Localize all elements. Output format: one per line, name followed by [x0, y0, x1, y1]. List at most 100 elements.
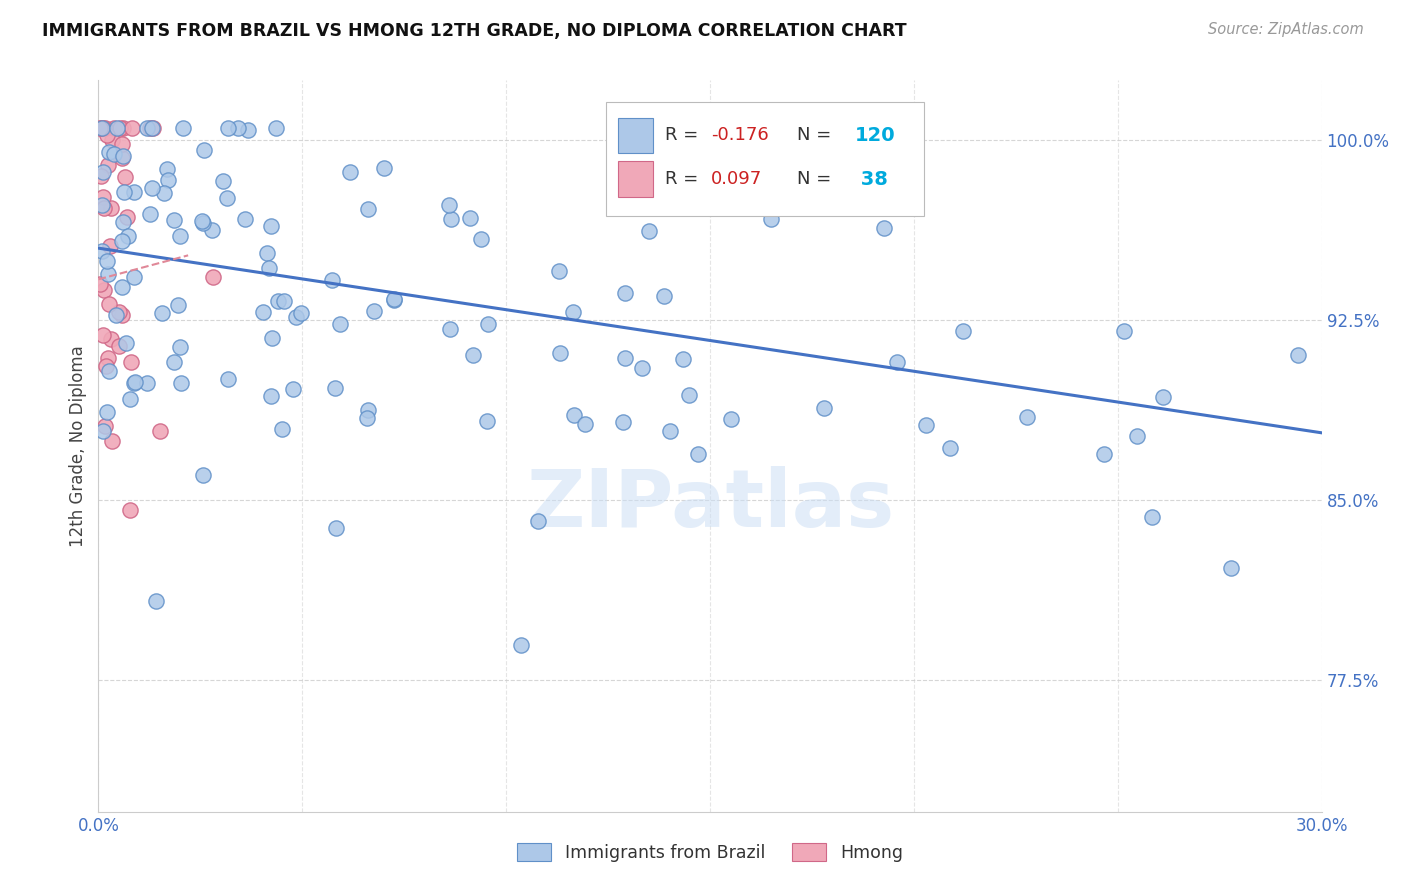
Point	[574, 417, 596, 431]
Point	[463, 348, 485, 362]
Point	[152, 306, 174, 320]
Point	[117, 228, 139, 243]
Point	[108, 305, 131, 319]
Point	[141, 181, 163, 195]
Point	[97, 267, 120, 281]
Point	[273, 294, 295, 309]
Point	[260, 389, 283, 403]
Point	[191, 468, 214, 483]
Point	[96, 405, 118, 419]
Point	[938, 441, 960, 455]
Point	[91, 121, 114, 136]
Point	[101, 434, 124, 448]
Point	[124, 376, 146, 390]
Point	[325, 521, 347, 535]
Point	[233, 212, 256, 227]
Point	[672, 352, 695, 367]
Point	[510, 638, 533, 652]
Point	[97, 351, 120, 365]
Point	[363, 303, 385, 318]
Point	[813, 401, 835, 415]
Point	[228, 121, 250, 136]
Point	[110, 121, 132, 136]
Point	[111, 279, 134, 293]
Point	[142, 121, 165, 136]
Point	[169, 340, 191, 354]
Point	[564, 408, 586, 422]
Point	[90, 121, 112, 136]
Point	[759, 212, 782, 227]
Point	[262, 331, 284, 345]
Point	[440, 211, 463, 226]
Point	[217, 121, 239, 136]
Point	[384, 292, 406, 306]
Point	[93, 201, 115, 215]
Point	[323, 381, 346, 395]
Point	[1094, 447, 1116, 461]
Point	[111, 215, 134, 229]
Point	[548, 345, 571, 359]
Bar	[619, 161, 652, 196]
Point	[281, 382, 304, 396]
Point	[111, 234, 134, 248]
Point	[952, 325, 974, 339]
Point	[100, 332, 122, 346]
Point	[111, 136, 134, 151]
Point	[97, 297, 120, 311]
Point	[1220, 561, 1243, 575]
Point	[1286, 347, 1309, 361]
Point	[100, 201, 122, 215]
Point	[236, 123, 259, 137]
Point	[111, 151, 134, 165]
Point	[191, 216, 214, 230]
Point	[659, 424, 682, 438]
Point	[686, 447, 709, 461]
Point	[111, 149, 134, 163]
Point	[256, 246, 278, 260]
FancyBboxPatch shape	[606, 103, 924, 216]
Point	[339, 165, 361, 179]
Point	[193, 143, 215, 157]
Text: R =: R =	[665, 126, 704, 145]
Point	[873, 221, 896, 235]
Text: R =: R =	[665, 170, 704, 188]
Point	[105, 121, 128, 136]
Point	[93, 419, 115, 434]
Point	[284, 310, 307, 324]
Point	[103, 121, 125, 136]
Point	[612, 415, 634, 429]
Point	[439, 322, 461, 336]
Point	[91, 165, 114, 179]
Point	[212, 174, 235, 188]
Point	[91, 424, 114, 438]
Legend: Immigrants from Brazil, Hmong: Immigrants from Brazil, Hmong	[510, 836, 910, 869]
Point	[141, 121, 163, 136]
Point	[356, 411, 378, 425]
Point	[108, 339, 131, 353]
Point	[527, 514, 550, 528]
Point	[1126, 429, 1149, 443]
Point	[652, 289, 675, 303]
Point	[111, 308, 134, 322]
Point	[122, 270, 145, 285]
Point	[114, 336, 136, 351]
Point	[156, 172, 179, 186]
Point	[217, 372, 239, 386]
Point	[91, 121, 114, 136]
Point	[145, 594, 167, 608]
Point	[138, 207, 160, 221]
Point	[118, 392, 141, 406]
Point	[172, 121, 194, 136]
Point	[91, 198, 114, 212]
Point	[1015, 409, 1038, 424]
Point	[170, 376, 193, 390]
Point	[103, 147, 125, 161]
Point	[637, 224, 659, 238]
Point	[91, 327, 114, 342]
Text: -0.176: -0.176	[711, 126, 769, 145]
Point	[91, 244, 114, 258]
Point	[167, 298, 190, 312]
Point	[259, 261, 281, 276]
Point	[437, 198, 460, 212]
Point	[915, 417, 938, 432]
